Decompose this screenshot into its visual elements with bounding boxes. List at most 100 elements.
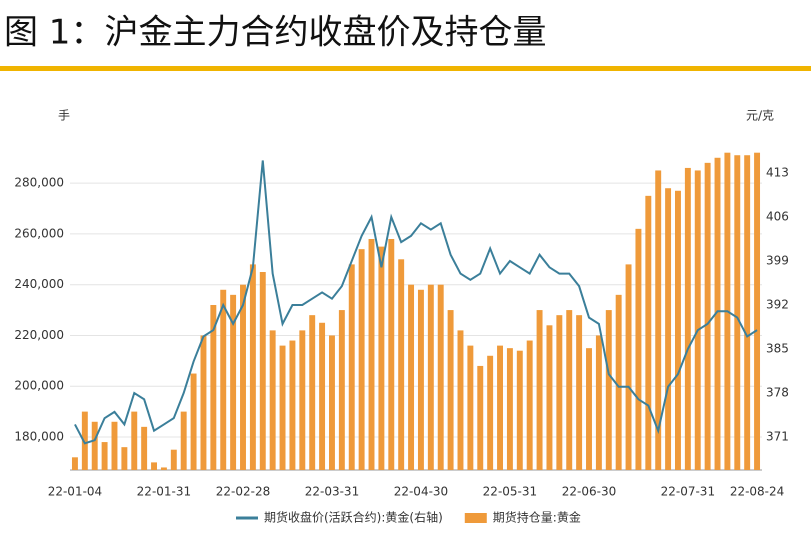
bar (477, 365, 484, 470)
bar (180, 411, 187, 470)
bar (427, 284, 434, 470)
y-tick-label: 200,000 (14, 379, 64, 393)
y2-tick-label: 392 (766, 298, 789, 312)
bar (71, 457, 78, 470)
x-tick-label: 22-08-24 (730, 485, 784, 499)
bar (200, 335, 207, 470)
bar (309, 315, 316, 470)
bar (101, 442, 108, 470)
bar (645, 195, 652, 470)
bar (506, 348, 513, 470)
bar (576, 315, 583, 470)
x-tick-label: 22-05-31 (483, 485, 537, 499)
bar (615, 294, 622, 470)
bar (269, 330, 276, 470)
bar (635, 228, 642, 470)
bar (417, 289, 424, 470)
y-tick-label: 180,000 (14, 430, 64, 444)
bar (368, 239, 375, 470)
y2-tick-label: 378 (766, 386, 789, 400)
bar (595, 335, 602, 470)
bar (694, 170, 701, 470)
bar (754, 152, 761, 470)
bar (586, 348, 592, 470)
bar (447, 310, 454, 470)
y-tick-label: 260,000 (14, 226, 64, 240)
bar (190, 373, 197, 470)
bar (259, 272, 266, 470)
bar (497, 345, 503, 470)
bar (546, 325, 553, 470)
bar (734, 155, 741, 470)
bar (625, 264, 632, 470)
bar (279, 345, 286, 470)
bar (556, 315, 563, 470)
y2-tick-label: 406 (766, 210, 789, 224)
y2-tick-label: 399 (766, 254, 789, 268)
bar (170, 449, 177, 470)
x-tick-label: 22-03-31 (305, 485, 359, 499)
bar (289, 340, 296, 470)
legend-label: 期货持仓量:黄金 (493, 510, 581, 525)
bar (516, 350, 523, 470)
bar (714, 157, 721, 470)
x-tick-label: 22-01-04 (48, 485, 102, 499)
bar (408, 284, 415, 470)
bar (319, 322, 326, 470)
bar (457, 330, 464, 470)
bar (240, 284, 246, 470)
y2-tick-label: 413 (766, 166, 789, 180)
y2-tick-label: 385 (766, 342, 789, 356)
bar (675, 190, 681, 470)
bar (329, 335, 335, 470)
chart-title: 图 1：沪金主力合约收盘价及持仓量 (4, 13, 546, 53)
y-tick-label: 220,000 (14, 328, 64, 342)
bar (220, 289, 227, 470)
y-tick-label: 280,000 (14, 176, 64, 190)
bar (358, 249, 365, 470)
bar (398, 259, 405, 470)
bar (348, 264, 355, 470)
bar (684, 167, 691, 470)
y2-axis-label: 元/克 (746, 109, 774, 123)
bar (388, 239, 395, 470)
bar (81, 411, 88, 470)
bar (655, 170, 662, 470)
y2-tick-label: 371 (766, 430, 789, 444)
bar (299, 330, 306, 470)
bar (210, 305, 217, 470)
title-rule (0, 66, 811, 71)
x-tick-label: 22-07-31 (661, 485, 715, 499)
bar (487, 355, 494, 470)
bar (91, 421, 98, 470)
y-tick-label: 240,000 (14, 277, 64, 291)
bar (151, 462, 157, 470)
x-tick-label: 22-02-28 (216, 485, 270, 499)
bar (338, 310, 345, 470)
bar (665, 188, 672, 470)
bar (744, 155, 751, 470)
bar (378, 246, 385, 470)
bar (121, 447, 128, 470)
legend-swatch (464, 513, 487, 523)
legend-label: 期货收盘价(活跃合约):黄金(右轴) (264, 510, 443, 525)
bar (131, 411, 138, 470)
x-tick-label: 22-06-30 (562, 485, 616, 499)
bar (467, 345, 474, 470)
bar (111, 421, 118, 470)
bar (160, 467, 167, 470)
bar (566, 310, 573, 470)
bar (704, 162, 711, 470)
bar (249, 264, 256, 470)
bar (230, 294, 237, 470)
price-line (74, 160, 758, 445)
x-tick-label: 22-01-31 (137, 485, 191, 499)
x-tick-label: 22-04-30 (394, 485, 448, 499)
bar (605, 310, 612, 470)
bar (526, 340, 533, 470)
bar (536, 310, 543, 470)
bar (141, 426, 148, 470)
y-axis-label: 手 (58, 109, 70, 123)
bar (437, 284, 444, 470)
